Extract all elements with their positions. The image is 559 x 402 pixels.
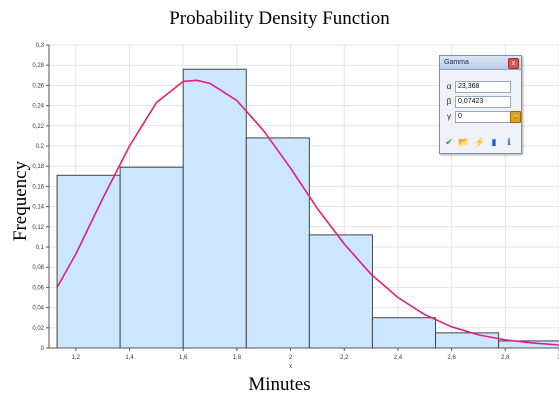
x-tick-label: 2: [289, 355, 293, 361]
y-tick-label: 0,1: [36, 245, 45, 251]
dialog-title-bar[interactable]: Gamma x: [440, 56, 521, 70]
x-tick-label: 3: [557, 355, 559, 361]
histogram-icon[interactable]: ▮: [491, 137, 497, 147]
gamma-input[interactable]: 0: [455, 111, 511, 123]
beta-input[interactable]: 0,07423: [455, 96, 511, 108]
histogram-bar: [245, 137, 310, 349]
y-tick-label: 0,22: [32, 124, 44, 130]
x-axis-label: Minutes: [248, 374, 311, 395]
y-tick-label: 0,04: [32, 306, 44, 312]
y-tick-label: 0,06: [32, 285, 44, 291]
y-tick-label: 0,3: [36, 43, 45, 49]
y-tick-label: 0,14: [32, 205, 44, 211]
lock-icon[interactable]: 🔒: [510, 111, 521, 123]
close-icon[interactable]: x: [508, 58, 519, 69]
histogram-bar: [56, 174, 121, 349]
histogram-bar: [308, 234, 373, 349]
histogram-bar: [182, 68, 247, 349]
beta-param-row: β 0,07423: [444, 96, 518, 108]
y-axis-label: Frequency: [10, 160, 31, 242]
ok-check-icon[interactable]: ✔: [445, 137, 453, 147]
alpha-symbol: α: [446, 82, 452, 91]
beta-symbol: β: [446, 97, 452, 106]
alpha-param-row: α 23,368: [444, 81, 518, 93]
y-tick-label: 0,16: [32, 184, 44, 190]
y-tick-label: 0,28: [32, 63, 44, 69]
gamma-parameters-dialog[interactable]: Gamma x α 23,368 β 0,07423 γ 0 🔒 ✔ 📂 ⚡ ▮…: [439, 55, 522, 154]
lightning-icon[interactable]: ⚡: [474, 137, 486, 147]
info-icon[interactable]: ℹ: [507, 137, 511, 147]
x-tick-label: 1,6: [179, 355, 188, 361]
y-tick-label: 0,18: [32, 164, 44, 170]
x-tick-label: 1,2: [72, 355, 81, 361]
y-tick-label: 0,26: [32, 83, 44, 89]
y-tick-label: 0,08: [32, 265, 44, 271]
gamma-param-row: γ 0 🔒: [444, 111, 521, 123]
alpha-input[interactable]: 23,368: [455, 81, 511, 93]
dialog-toolbar: ✔ 📂 ⚡ ▮ ℹ: [443, 136, 518, 149]
y-tick-label: 0,2: [36, 144, 45, 150]
histogram-bar: [371, 317, 437, 349]
x-tick-label: 1,8: [233, 355, 242, 361]
gamma-symbol: γ: [447, 112, 451, 121]
x-axis-letter: x: [289, 364, 292, 370]
chart-title: Probability Density Function: [169, 8, 390, 29]
dialog-title: Gamma: [444, 59, 469, 66]
histogram-bar: [435, 332, 500, 349]
y-tick-label: 0,24: [32, 104, 44, 110]
x-tick-label: 2,2: [340, 355, 349, 361]
x-tick-label: 2,6: [447, 355, 456, 361]
x-tick-label: 1,4: [125, 355, 134, 361]
y-tick-label: 0,12: [32, 225, 44, 231]
x-tick-label: 2,8: [501, 355, 510, 361]
y-tick-label: 0: [41, 346, 45, 352]
density-curve-line: [56, 79, 559, 346]
folder-icon[interactable]: 📂: [458, 137, 470, 147]
y-tick-label: 0,02: [32, 326, 44, 332]
histogram-bar: [119, 166, 184, 349]
x-tick-label: 2,4: [394, 355, 403, 361]
